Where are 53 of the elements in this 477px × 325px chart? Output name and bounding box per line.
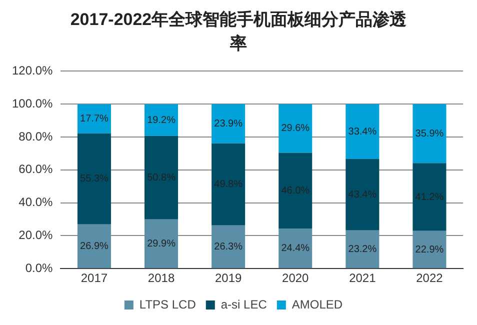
data-label: 33.4% [348,126,377,138]
legend-label: LTPS LCD [139,297,196,312]
data-label: 29.9% [147,238,176,250]
bar [278,228,312,268]
bar [77,104,111,134]
data-label: 26.9% [80,240,109,252]
data-label: 23.9% [214,118,243,130]
data-label: 19.2% [147,114,176,126]
data-label: 50.8% [147,172,176,184]
data-label: 24.4% [281,243,310,254]
bar [412,104,446,164]
bar [212,225,246,268]
y-tick-label: 100.0% [12,96,54,110]
bar [346,159,380,230]
x-tick-label: 2018 [148,271,175,286]
bar [144,219,178,268]
x-tick-label: 2020 [282,271,310,286]
data-label: 35.9% [415,128,444,140]
y-tick-label: 0.0% [25,260,54,275]
data-label: 29.6% [281,123,310,134]
data-label: 43.4% [348,189,377,200]
data-label: 23.2% [348,244,377,256]
x-tick-label: 2019 [214,271,242,286]
x-tick-label: 2022 [416,271,444,286]
data-label: 55.3% [80,174,109,185]
bar [278,104,312,153]
bar [212,104,246,144]
x-tick-label: 2017 [80,271,108,286]
data-label: 17.7% [80,114,109,125]
data-label: 49.8% [214,179,243,190]
y-tick-label: 40.0% [18,195,54,210]
y-tick-label: 120.0% [12,64,54,78]
bar [77,224,111,268]
chart-title: 2017-2022年全球智能手机面板细分产品渗透率 [69,9,408,55]
legend-label: a-si LEC [220,297,268,312]
y-tick-label: 20.0% [18,228,54,242]
legend-label: AMOLED [292,297,343,312]
bar [77,133,111,224]
y-tick-label: 80.0% [18,129,54,144]
bar [412,163,446,231]
bar [278,152,312,228]
bar [346,104,380,160]
x-tick-label: 2021 [349,271,376,286]
bar [212,143,246,226]
data-label: 22.9% [415,244,444,256]
y-tick-label: 60.0% [18,162,54,176]
bar [346,230,380,268]
bar [144,104,178,136]
bar [412,230,446,268]
data-label: 46.0% [281,185,310,196]
data-label: 41.2% [415,192,444,203]
bar [144,136,178,220]
data-label: 26.3% [214,241,243,252]
